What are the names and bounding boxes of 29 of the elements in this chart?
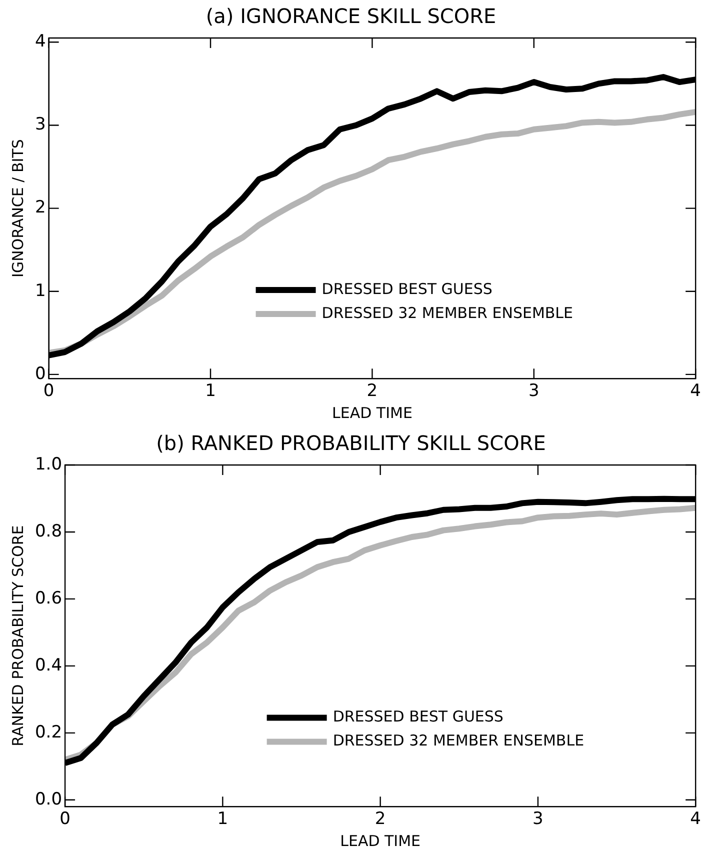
y-tick-label: 2 (34, 198, 46, 218)
y-axis-title: RANKED PROBABILITY SCORE (8, 525, 27, 746)
y-tick-label: 0.6 (34, 588, 62, 608)
y-tick-label: 3 (34, 114, 46, 135)
y-tick-label: 0.8 (34, 521, 62, 542)
x-axis-title: LEAD TIME (332, 404, 412, 422)
y-tick-label: 0.2 (34, 722, 62, 742)
legend-label: DRESSED BEST GUESS (322, 280, 492, 298)
legend-label: DRESSED 32 MEMBER ENSEMBLE (332, 732, 584, 750)
x-tick-label: 4 (690, 809, 702, 830)
x-tick-label: 2 (374, 809, 386, 830)
y-tick-label: 1.0 (34, 454, 62, 474)
x-tick-label: 3 (532, 809, 544, 830)
x-tick-label: 2 (366, 381, 378, 402)
chart-title: (a) IGNORANCE SKILL SCORE (206, 4, 496, 28)
x-tick-label: 4 (690, 381, 702, 402)
legend-label: DRESSED 32 MEMBER ENSEMBLE (322, 304, 574, 322)
y-tick-label: 0.0 (34, 789, 62, 810)
y-axis-title: IGNORANCE / BITS (8, 139, 27, 278)
chart-title: (b) RANKED PROBABILITY SKILL SCORE (156, 431, 546, 456)
legend-label: DRESSED BEST GUESS (332, 708, 504, 726)
x-tick-label: 1 (205, 381, 216, 402)
x-tick-label: 3 (528, 381, 540, 402)
y-tick-label: 4 (34, 32, 46, 52)
y-tick-label: 1 (34, 280, 46, 301)
x-tick-label: 1 (217, 809, 228, 830)
y-tick-label: 0 (34, 364, 46, 384)
y-tick-label: 0.4 (34, 655, 62, 676)
x-axis-title: LEAD TIME (340, 832, 421, 850)
